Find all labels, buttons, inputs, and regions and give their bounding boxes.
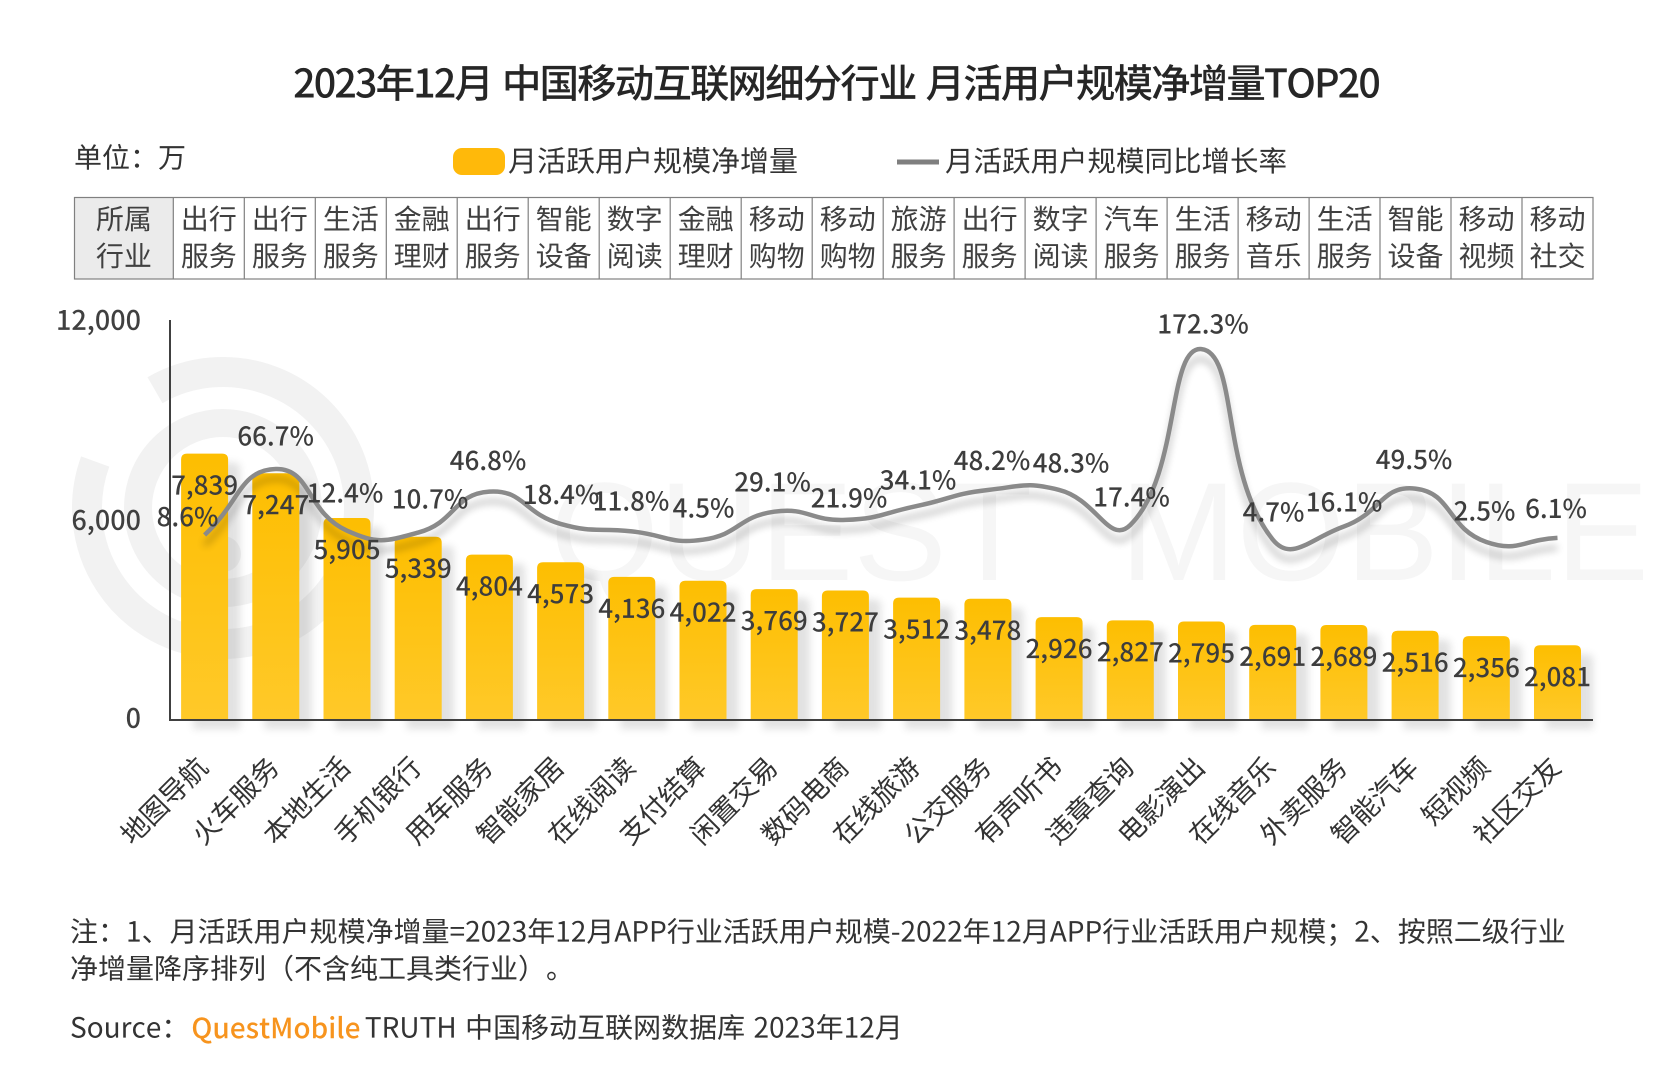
svg-text:MOBILE: MOBILE xyxy=(1120,453,1649,610)
